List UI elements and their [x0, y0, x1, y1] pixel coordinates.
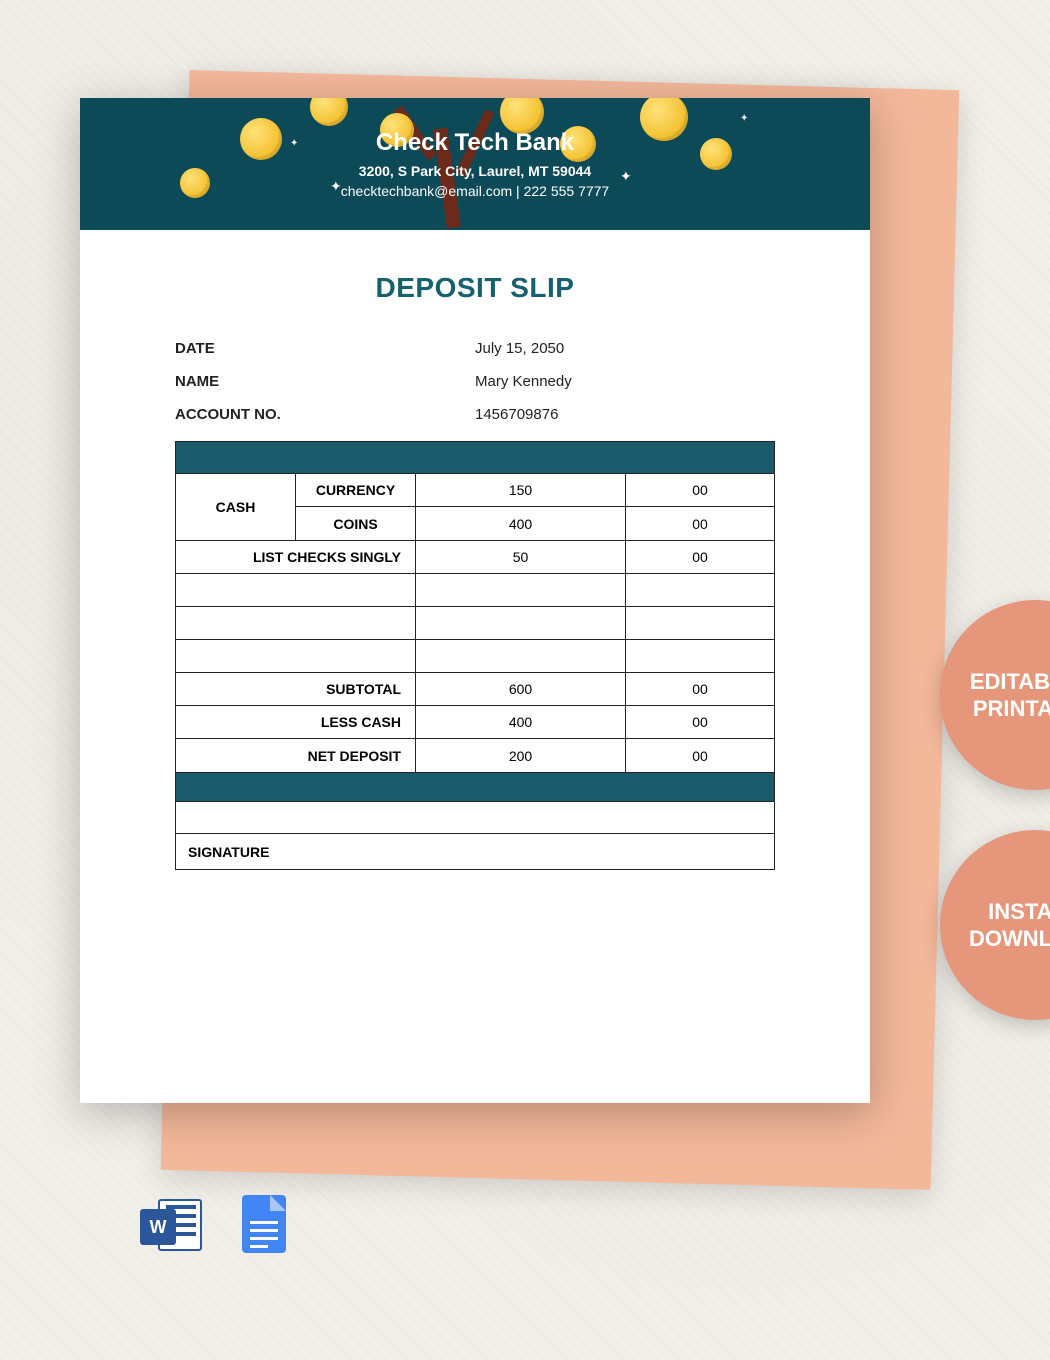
badge-text: INSTANT DOWNLOAD — [940, 898, 1050, 953]
date-value: July 15, 2050 — [475, 340, 775, 357]
signature-label: SIGNATURE — [176, 833, 774, 869]
info-row-date: DATE July 15, 2050 — [175, 332, 775, 365]
word-letter: W — [140, 1209, 176, 1245]
currency-cents: 00 — [626, 474, 774, 506]
less-cash-label: LESS CASH — [176, 706, 416, 738]
net-deposit-amount: 200 — [416, 739, 626, 772]
table-row: SUBTOTAL 600 00 — [176, 673, 774, 706]
account-value: 1456709876 — [475, 406, 775, 423]
checks-cents: 00 — [626, 541, 774, 573]
badge-text: EDITABLE & PRINTABLE — [940, 668, 1050, 723]
blank-amount — [416, 640, 626, 672]
blank-label — [176, 574, 416, 606]
app-icons-row: W — [140, 1195, 294, 1257]
name-value: Mary Kennedy — [475, 373, 775, 390]
subtotal-cents: 00 — [626, 673, 774, 705]
blank-cents — [626, 607, 774, 639]
blank-cents — [626, 574, 774, 606]
coin-icon — [180, 168, 210, 198]
currency-amount: 150 — [416, 474, 626, 506]
table-row: CURRENCY 150 00 — [296, 474, 774, 507]
checks-amount: 50 — [416, 541, 626, 573]
sparkle-icon: ✦ — [740, 113, 748, 124]
list-checks-label: LIST CHECKS SINGLY — [176, 541, 416, 573]
bank-contact: checktechbank@email.com | 222 555 7777 — [341, 183, 609, 199]
coins-amount: 400 — [416, 507, 626, 540]
table-row: NET DEPOSIT 200 00 — [176, 739, 774, 772]
ms-word-icon[interactable]: W — [140, 1195, 202, 1257]
document-title: DEPOSIT SLIP — [175, 272, 775, 304]
document-card: ✦ ✦ ✦ ✦ Check Tech Bank 3200, S Park Cit… — [80, 98, 870, 1103]
google-docs-icon[interactable] — [232, 1195, 294, 1257]
signature-block: SIGNATURE — [175, 773, 775, 870]
less-cash-amount: 400 — [416, 706, 626, 738]
signature-bar — [176, 773, 774, 801]
info-row-name: NAME Mary Kennedy — [175, 365, 775, 398]
table-row: LESS CASH 400 00 — [176, 706, 774, 739]
coin-icon — [640, 98, 688, 141]
blank-label — [176, 640, 416, 672]
table-row: LIST CHECKS SINGLY 50 00 — [176, 541, 774, 574]
coins-cents: 00 — [626, 507, 774, 540]
document-body: DEPOSIT SLIP DATE July 15, 2050 NAME Mar… — [80, 230, 870, 870]
coin-icon — [310, 98, 348, 126]
sparkle-icon: ✦ — [620, 168, 632, 185]
subtotal-amount: 600 — [416, 673, 626, 705]
coin-icon — [240, 118, 282, 160]
signature-space — [176, 801, 774, 833]
date-label: DATE — [175, 340, 475, 357]
table-row — [176, 574, 774, 607]
net-deposit-cents: 00 — [626, 739, 774, 772]
bank-name: Check Tech Bank — [376, 129, 574, 157]
account-label: ACCOUNT NO. — [175, 406, 475, 423]
cash-section: CASH CURRENCY 150 00 COINS 400 00 — [176, 474, 774, 541]
info-row-account: ACCOUNT NO. 1456709876 — [175, 398, 775, 431]
table-row: COINS 400 00 — [296, 507, 774, 540]
sparkle-icon: ✦ — [290, 138, 298, 149]
table-row — [176, 640, 774, 673]
cash-label: CASH — [176, 474, 296, 540]
blank-cents — [626, 640, 774, 672]
table-row — [176, 607, 774, 640]
coins-label: COINS — [296, 507, 416, 540]
bank-address: 3200, S Park City, Laurel, MT 59044 — [359, 163, 591, 179]
less-cash-cents: 00 — [626, 706, 774, 738]
currency-label: CURRENCY — [296, 474, 416, 506]
table-top-bar — [176, 442, 774, 474]
name-label: NAME — [175, 373, 475, 390]
blank-amount — [416, 607, 626, 639]
coin-icon — [700, 138, 732, 170]
blank-amount — [416, 574, 626, 606]
subtotal-label: SUBTOTAL — [176, 673, 416, 705]
blank-label — [176, 607, 416, 639]
deposit-table: CASH CURRENCY 150 00 COINS 400 00 LIST C… — [175, 441, 775, 773]
net-deposit-label: NET DEPOSIT — [176, 739, 416, 772]
document-header: ✦ ✦ ✦ ✦ Check Tech Bank 3200, S Park Cit… — [80, 98, 870, 230]
